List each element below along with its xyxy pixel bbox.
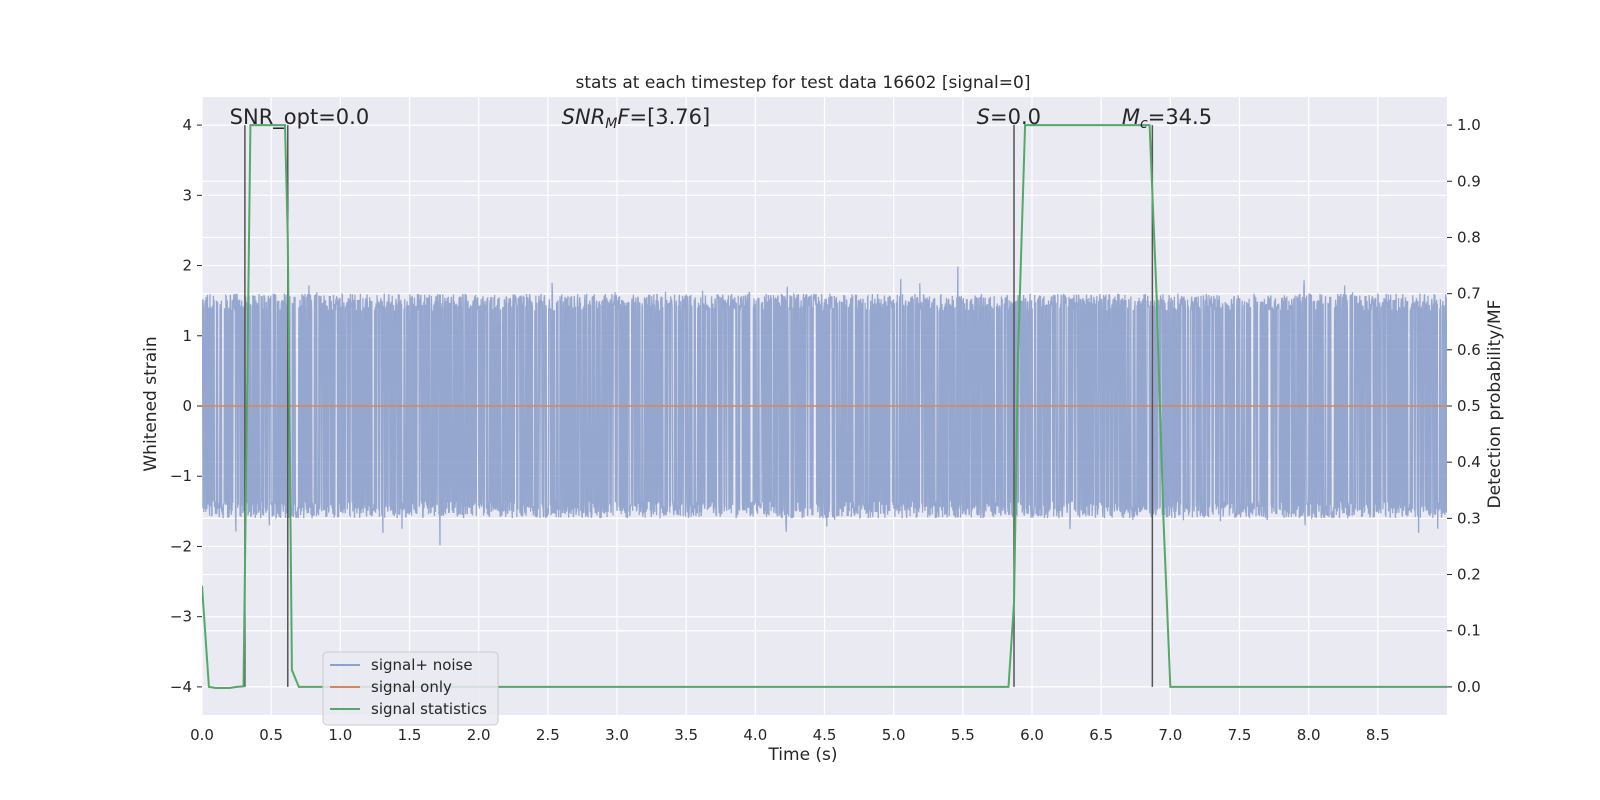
annotation-snr-opt: SNR_opt=0.0: [230, 105, 370, 130]
x-tick-label: 0.0: [190, 726, 214, 744]
y-tick-label-right: 0.6: [1457, 341, 1481, 359]
y-tick-label-right: 0.0: [1457, 678, 1481, 696]
x-tick-label: 6.0: [1020, 726, 1044, 744]
x-tick-label: 4.5: [813, 726, 837, 744]
y-axis-label-left: Whitened strain: [141, 336, 161, 471]
x-tick-label: 5.0: [882, 726, 906, 744]
legend: signal+ noise signal only signal statistic…: [322, 651, 499, 726]
x-tick-label: 1.0: [328, 726, 352, 744]
x-tick-label: 8.5: [1366, 726, 1390, 744]
annotation-s: S=0.0: [977, 105, 1041, 129]
x-tick-label: 5.5: [951, 726, 975, 744]
annotation-mc: Mc=34.5: [1122, 105, 1212, 132]
y-tick-label-right: 0.9: [1457, 172, 1481, 190]
x-tick-label: 3.0: [605, 726, 629, 744]
y-tick-label-right: 0.7: [1457, 285, 1481, 303]
x-tick-label: 8.0: [1297, 726, 1321, 744]
y-tick-label-right: 0.5: [1457, 397, 1481, 415]
x-tick-label: 1.5: [398, 726, 422, 744]
x-tick-label: 3.5: [674, 726, 698, 744]
x-axis-label: Time (s): [767, 745, 837, 765]
chart-title: stats at each timestep for test data 166…: [576, 73, 1031, 93]
y-tick-label-left: 3: [182, 186, 192, 204]
annotation-snr-mf: SNRMF=[3.76]: [562, 105, 711, 132]
y-tick-label-left: −4: [170, 678, 192, 696]
series-signal-noise: [202, 266, 1447, 546]
legend-label: signal statistics: [371, 700, 487, 718]
y-axis-label-right: Detection probability/MF: [1485, 300, 1505, 509]
y-tick-label-right: 0.8: [1457, 228, 1481, 246]
x-tick-label: 2.0: [467, 726, 491, 744]
y-tick-label-left: 2: [182, 257, 192, 275]
y-tick-label-left: 4: [182, 116, 192, 134]
legend-label: signal+ noise: [371, 656, 473, 674]
y-tick-label-right: 0.1: [1457, 622, 1481, 640]
legend-label: signal only: [371, 678, 452, 696]
y-tick-label-right: 0.4: [1457, 453, 1481, 471]
y-tick-label-left: −1: [170, 467, 192, 485]
y-tick-label-left: −2: [170, 537, 192, 555]
y-tick-label-left: 0: [182, 397, 192, 415]
y-tick-label-right: 0.2: [1457, 566, 1481, 584]
x-tick-label: 0.5: [259, 726, 283, 744]
x-tick-label: 7.0: [1158, 726, 1182, 744]
y-tick-label-right: 0.3: [1457, 509, 1481, 527]
x-tick-label: 7.5: [1228, 726, 1252, 744]
x-tick-label: 2.5: [536, 726, 560, 744]
x-tick-label: 4.0: [743, 726, 767, 744]
series-signal-statistics: [202, 124, 1447, 690]
y-tick-label-left: −3: [170, 608, 192, 626]
y-tick-label-left: 1: [182, 327, 192, 345]
y-tick-label-right: 1.0: [1457, 116, 1481, 134]
legend-box: [322, 651, 499, 726]
x-tick-label: 6.5: [1089, 726, 1113, 744]
